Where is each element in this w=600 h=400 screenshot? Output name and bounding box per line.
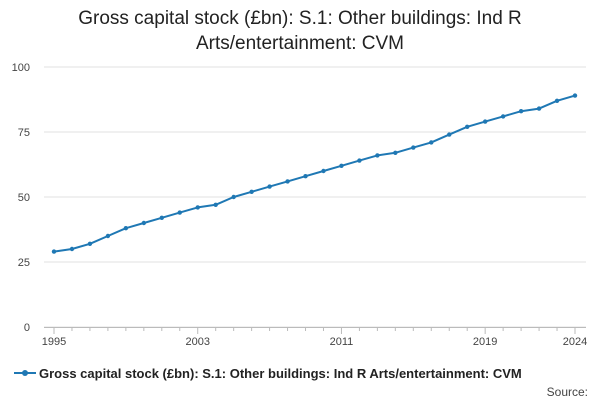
chart-title-line-1: Gross capital stock (£bn): S.1: Other bu…: [78, 8, 522, 29]
legend[interactable]: Gross capital stock (£bn): S.1: Other bu…: [14, 364, 522, 382]
x-tick-label-2019: 2019: [473, 336, 497, 348]
data-point-1998: [105, 233, 111, 239]
data-point-2000: [141, 220, 147, 226]
chart-title: Gross capital stock (£bn): S.1: Other bu…: [0, 6, 600, 56]
data-point-2015: [411, 145, 416, 150]
data-point-2023: [554, 98, 560, 104]
series-line-0: [53, 94, 576, 253]
data-point-1999: [123, 226, 129, 231]
data-point-1996: [69, 246, 75, 252]
data-point-1997: [87, 241, 93, 246]
data-point-2009: [303, 174, 308, 179]
data-point-2017: [447, 132, 452, 137]
legend-line-marker-icon: [14, 367, 36, 379]
data-point-2004: [213, 202, 218, 207]
data-point-2006: [249, 189, 254, 194]
legend-label: Gross capital stock (£bn): S.1: Other bu…: [39, 365, 522, 381]
x-tick-label-1995: 1995: [42, 336, 66, 348]
chart-title-line-2: Arts/entertainment: CVM: [195, 33, 405, 54]
data-point-1995: [51, 249, 57, 254]
data-point-2022: [536, 106, 542, 111]
data-point-2020: [500, 114, 506, 119]
data-point-2005: [231, 194, 236, 200]
y-axis: 0 25 50 75 100: [12, 62, 30, 334]
grid-lines: [44, 66, 586, 328]
data-point-2008: [285, 179, 290, 184]
x-axis: 1995 2003 2011 2019 2024: [42, 327, 587, 348]
data-point-2014: [393, 150, 398, 155]
x-tick-label-2011: 2011: [330, 336, 354, 348]
series-group: [51, 93, 578, 254]
data-point-2021: [518, 109, 524, 114]
data-point-2001: [159, 215, 164, 220]
y-tick-label-0: 0: [24, 322, 30, 334]
y-tick-label-50: 50: [18, 192, 30, 204]
data-point-2013: [375, 153, 380, 158]
data-point-2018: [465, 124, 470, 129]
data-point-2024: [572, 93, 578, 98]
y-tick-label-100: 100: [12, 62, 30, 74]
data-point-2012: [357, 158, 362, 163]
x-tick-label-2003: 2003: [185, 336, 209, 348]
data-point-2002: [177, 210, 182, 215]
data-point-2007: [267, 184, 272, 189]
source-label: Source:: [546, 385, 588, 399]
x-tick-label-2024: 2024: [563, 336, 587, 348]
data-point-2010: [321, 168, 326, 174]
data-point-2016: [429, 140, 434, 145]
data-point-2019: [482, 119, 488, 124]
y-tick-label-75: 75: [18, 127, 30, 139]
data-point-2011: [339, 163, 344, 168]
data-point-2003: [195, 205, 200, 210]
y-tick-label-25: 25: [18, 257, 30, 269]
